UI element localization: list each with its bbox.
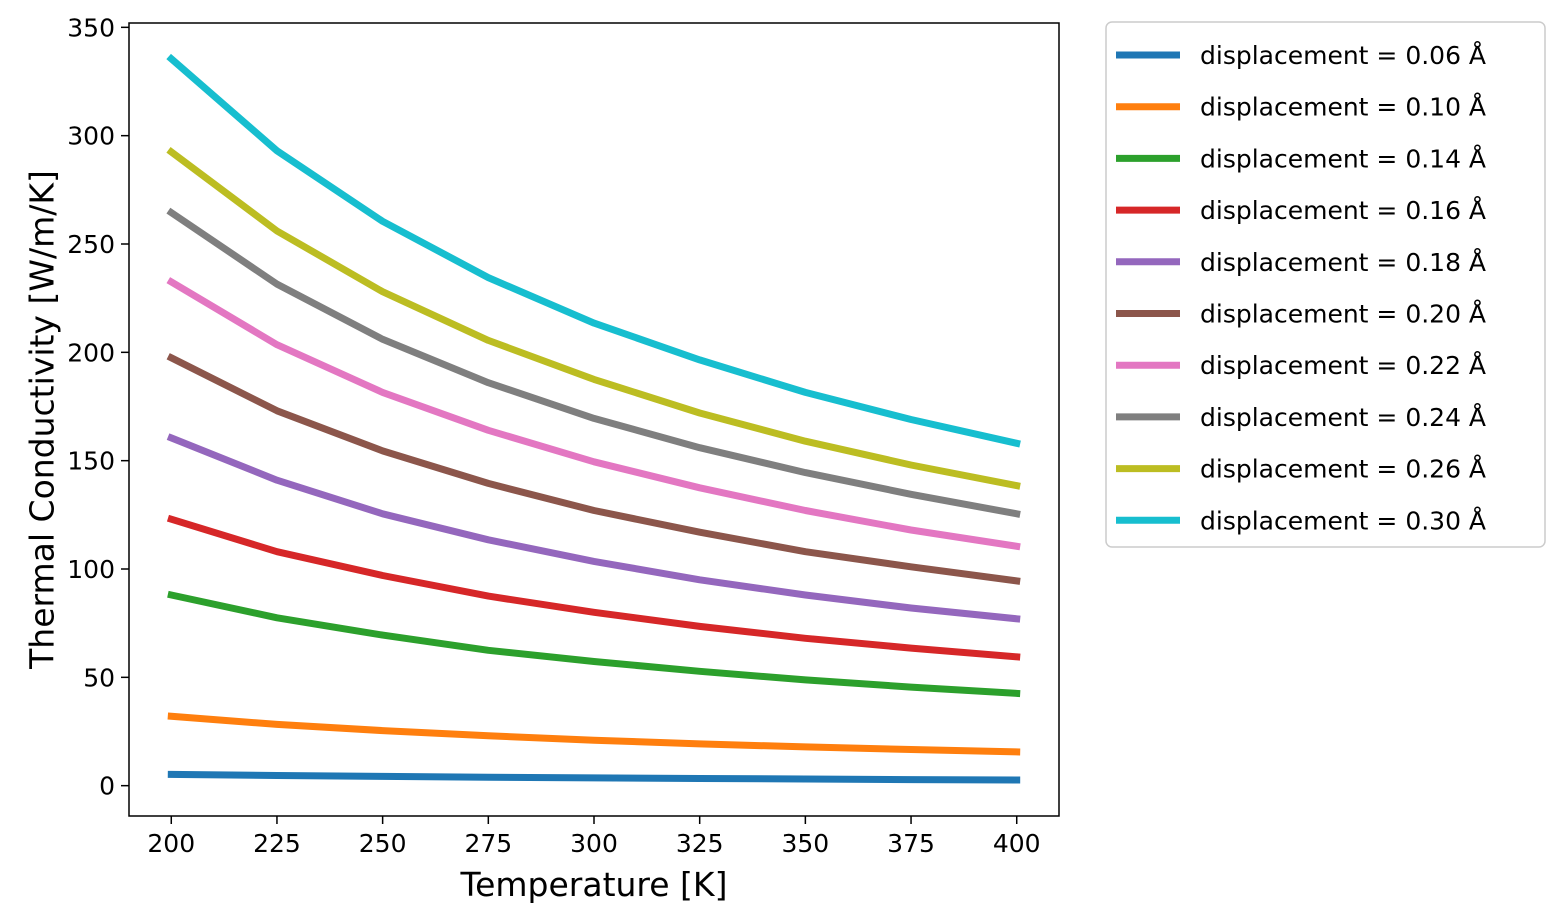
legend-label-7: displacement = 0.22 Å <box>1200 351 1486 380</box>
y-axis-label: Thermal Conductivity [W/m/K] <box>23 170 62 670</box>
x-tick-label: 350 <box>782 829 830 858</box>
y-tick-label: 150 <box>67 447 115 476</box>
series-line-10 <box>166 53 1021 448</box>
series-line-4 <box>166 514 1021 661</box>
series-line-5 <box>166 433 1021 623</box>
plot-lines <box>166 53 1021 784</box>
y-tick-label: 50 <box>83 663 115 692</box>
series-line-3 <box>167 590 1021 698</box>
x-tick-label: 225 <box>253 829 301 858</box>
y-tick-label: 350 <box>67 13 115 42</box>
y-tick-label: 0 <box>99 772 115 801</box>
x-tick-label: 200 <box>147 829 195 858</box>
legend-label-5: displacement = 0.18 Å <box>1200 248 1486 277</box>
y-tick-label: 100 <box>67 555 115 584</box>
legend-label-4: displacement = 0.16 Å <box>1200 196 1486 225</box>
legend-label-9: displacement = 0.26 Å <box>1200 455 1486 484</box>
x-tick-label: 325 <box>676 829 724 858</box>
legend-label-8: displacement = 0.24 Å <box>1200 403 1486 432</box>
legend-label-3: displacement = 0.14 Å <box>1200 144 1486 173</box>
series-line-6 <box>166 353 1021 585</box>
x-axis-label: Temperature [K] <box>460 865 728 904</box>
x-tick-label: 250 <box>359 829 407 858</box>
legend-label-1: displacement = 0.06 Å <box>1200 41 1486 70</box>
legend: displacement = 0.06 Å displacement = 0.10… <box>1105 21 1546 548</box>
legend-label-6: displacement = 0.20 Å <box>1200 300 1486 329</box>
series-line-8 <box>166 207 1021 518</box>
x-tick-label: 300 <box>570 829 618 858</box>
legend-label-10: displacement = 0.30 Å <box>1200 506 1486 535</box>
series-line-1 <box>167 770 1021 784</box>
x-tick-label: 400 <box>993 829 1041 858</box>
y-tick-label: 200 <box>67 338 115 367</box>
series-line-9 <box>166 147 1021 490</box>
x-tick-label: 275 <box>464 829 512 858</box>
legend-label-2: displacement = 0.10 Å <box>1200 93 1486 122</box>
y-tick-label: 300 <box>67 122 115 151</box>
x-tick-label: 375 <box>887 829 935 858</box>
series-line-7 <box>166 277 1021 551</box>
series-line-2 <box>167 712 1021 756</box>
y-axis-ticks: 0 50 100 150 200 250 300 350 <box>67 13 129 801</box>
y-tick-label: 250 <box>67 230 115 259</box>
legend-box <box>1105 21 1546 548</box>
x-axis-ticks: 200 225 250 275 300 325 350 375 400 <box>147 816 1041 858</box>
